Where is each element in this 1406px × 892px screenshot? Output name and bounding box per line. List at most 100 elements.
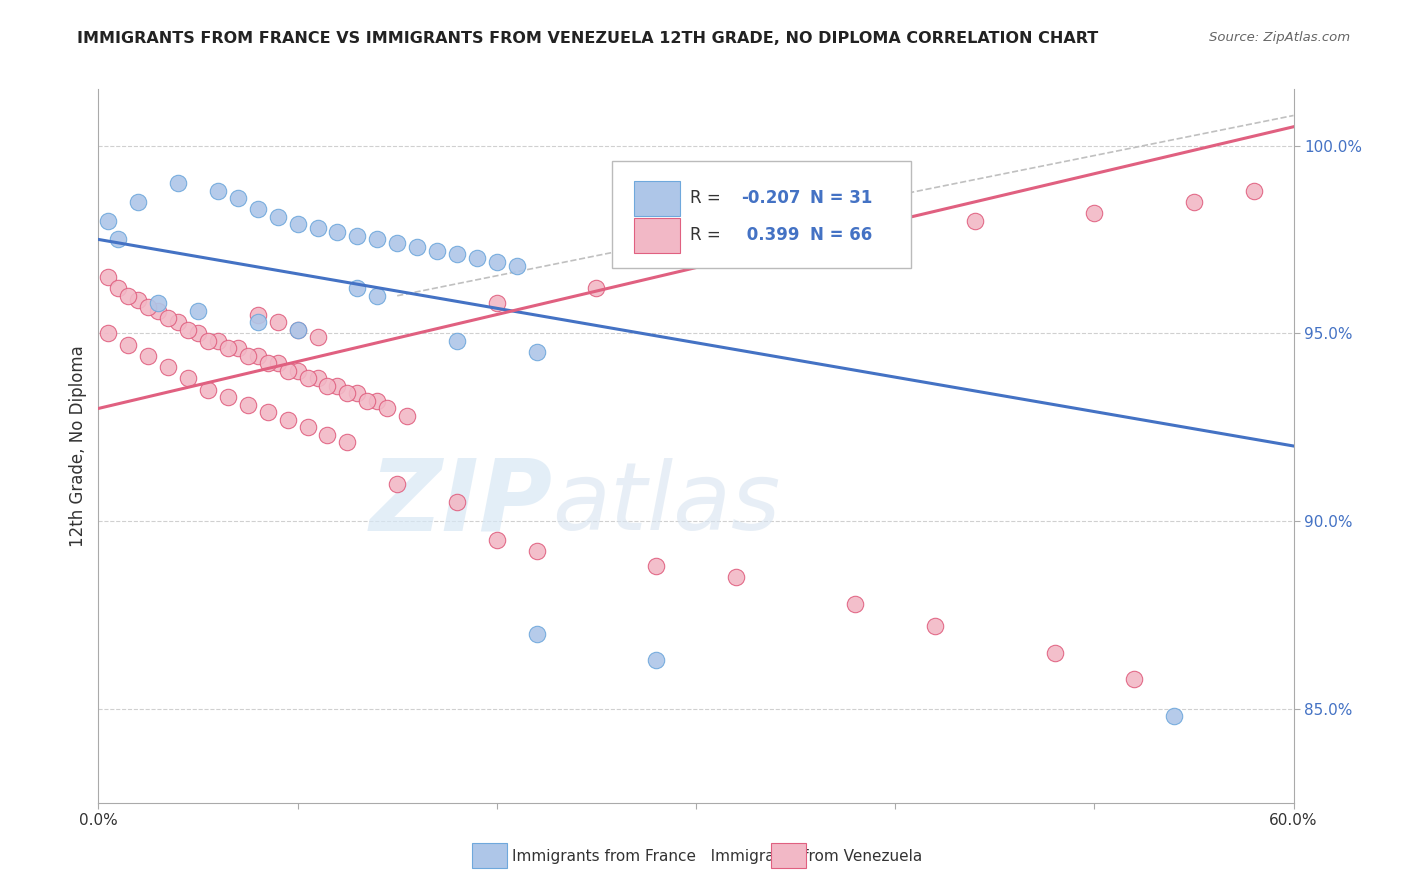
Point xyxy=(346,228,368,243)
Text: N = 31: N = 31 xyxy=(810,189,872,207)
Text: -0.207: -0.207 xyxy=(741,189,801,207)
Point xyxy=(246,202,269,217)
Point xyxy=(585,281,607,295)
Point xyxy=(297,420,319,434)
Point xyxy=(246,349,269,363)
FancyBboxPatch shape xyxy=(634,180,681,216)
Point xyxy=(157,360,180,375)
Point xyxy=(277,364,299,378)
Point xyxy=(526,544,548,558)
Point xyxy=(107,232,129,246)
Point xyxy=(267,356,290,370)
Point xyxy=(485,533,508,547)
Point xyxy=(307,221,329,235)
Point xyxy=(446,495,468,509)
Text: R =: R = xyxy=(690,227,725,244)
Text: R =: R = xyxy=(690,189,725,207)
Point xyxy=(246,315,269,329)
Point xyxy=(844,597,866,611)
Point xyxy=(366,393,388,408)
Point xyxy=(136,300,159,314)
Point xyxy=(645,653,668,667)
Point xyxy=(1163,709,1185,723)
Y-axis label: 12th Grade, No Diploma: 12th Grade, No Diploma xyxy=(69,345,87,547)
Point xyxy=(167,315,190,329)
Point xyxy=(167,176,190,190)
Point xyxy=(236,398,259,412)
Point xyxy=(217,342,239,356)
Point xyxy=(246,308,269,322)
Point xyxy=(366,289,388,303)
Point xyxy=(506,259,529,273)
Text: 0.399: 0.399 xyxy=(741,227,800,244)
Point xyxy=(426,244,449,258)
Point xyxy=(785,232,807,246)
Point xyxy=(963,213,986,227)
Point xyxy=(326,379,349,393)
Point xyxy=(297,371,319,385)
Point xyxy=(645,559,668,574)
Point xyxy=(396,409,419,423)
Point xyxy=(236,349,259,363)
Point xyxy=(406,240,429,254)
Point xyxy=(217,390,239,404)
Point xyxy=(336,435,359,450)
Point xyxy=(1123,672,1146,686)
Point xyxy=(385,236,409,251)
Point xyxy=(267,315,290,329)
Point xyxy=(117,289,139,303)
Point xyxy=(226,342,249,356)
Point xyxy=(924,619,946,633)
Point xyxy=(307,371,329,385)
Point xyxy=(485,296,508,310)
Point xyxy=(287,322,309,336)
Point xyxy=(287,364,309,378)
Point xyxy=(1182,194,1205,209)
Point xyxy=(207,184,229,198)
Point xyxy=(685,251,707,265)
Point xyxy=(446,334,468,348)
Point xyxy=(346,281,368,295)
Point xyxy=(526,345,548,359)
Point xyxy=(385,476,409,491)
Point xyxy=(127,293,149,307)
FancyBboxPatch shape xyxy=(634,219,681,253)
Point xyxy=(884,221,907,235)
Point xyxy=(356,393,378,408)
Text: atlas: atlas xyxy=(553,458,780,549)
Point xyxy=(1083,206,1105,220)
Point xyxy=(207,334,229,348)
Point xyxy=(136,349,159,363)
FancyBboxPatch shape xyxy=(472,843,508,869)
Text: Source: ZipAtlas.com: Source: ZipAtlas.com xyxy=(1209,31,1350,45)
Point xyxy=(97,270,120,285)
Point xyxy=(97,213,120,227)
Text: ZIP: ZIP xyxy=(370,455,553,551)
Point xyxy=(267,210,290,224)
Point xyxy=(375,401,398,416)
Point xyxy=(226,191,249,205)
Text: IMMIGRANTS FROM FRANCE VS IMMIGRANTS FROM VENEZUELA 12TH GRADE, NO DIPLOMA CORRE: IMMIGRANTS FROM FRANCE VS IMMIGRANTS FRO… xyxy=(77,31,1098,46)
Point xyxy=(127,194,149,209)
Point xyxy=(148,296,170,310)
Point xyxy=(446,247,468,261)
Point xyxy=(287,322,309,336)
Point xyxy=(346,386,368,401)
Point xyxy=(1243,184,1265,198)
Point xyxy=(316,379,339,393)
Point xyxy=(465,251,488,265)
Point xyxy=(256,405,278,419)
Point xyxy=(117,337,139,351)
Point xyxy=(526,627,548,641)
Point xyxy=(277,413,299,427)
Point xyxy=(724,570,747,584)
Point xyxy=(485,255,508,269)
Point xyxy=(177,371,200,385)
Point xyxy=(157,311,180,326)
Point xyxy=(366,232,388,246)
Point xyxy=(197,334,219,348)
Point xyxy=(197,383,219,397)
Point xyxy=(148,303,170,318)
Point xyxy=(107,281,129,295)
Text: Immigrants from Venezuela: Immigrants from Venezuela xyxy=(696,849,922,863)
